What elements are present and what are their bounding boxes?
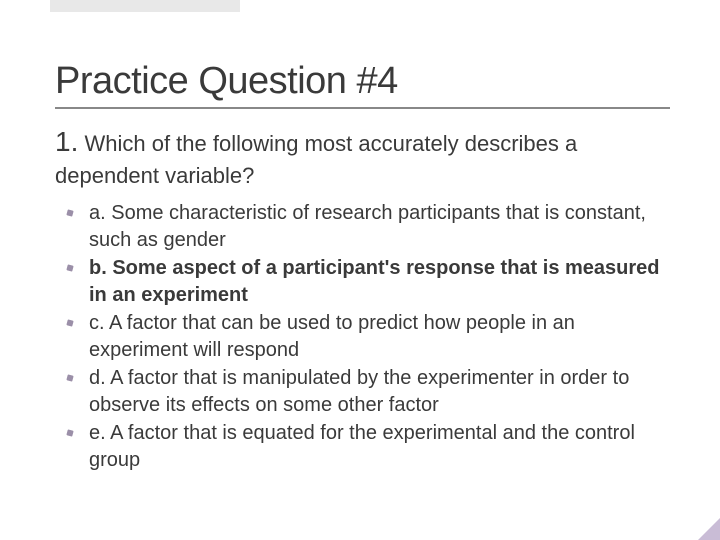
options-list: a. Some characteristic of research parti… [55, 200, 670, 474]
question-number: 1. [55, 126, 78, 157]
question-body: Which of the following most accurately d… [55, 131, 577, 188]
bullet-icon [66, 320, 73, 327]
option-text: A factor that can be used to predict how… [89, 312, 575, 361]
option-d: d. A factor that is manipulated by the e… [89, 365, 670, 419]
slide-title: Practice Question #4 [55, 60, 670, 109]
slide-container: Practice Question #4 1. Which of the fol… [0, 0, 720, 515]
bullet-icon [66, 210, 73, 217]
option-text: Some aspect of a participant's response … [89, 257, 660, 306]
option-text: A factor that is equated for the experim… [89, 422, 635, 471]
option-b: b. Some aspect of a participant's respon… [89, 255, 670, 309]
option-label: e. [89, 422, 106, 444]
top-decoration [50, 0, 240, 12]
question-text: 1. Which of the following most accuratel… [55, 123, 670, 190]
option-label: d. [89, 367, 106, 389]
bullet-icon [66, 430, 73, 437]
option-e: e. A factor that is equated for the expe… [89, 420, 670, 474]
option-label: c. [89, 312, 105, 334]
option-text: Some characteristic of research particip… [89, 202, 646, 251]
option-label: b. [89, 257, 107, 279]
option-text: A factor that is manipulated by the expe… [89, 367, 629, 416]
option-c: c. A factor that can be used to predict … [89, 310, 670, 364]
bullet-icon [66, 375, 73, 382]
option-a: a. Some characteristic of research parti… [89, 200, 670, 254]
bullet-icon [66, 265, 73, 272]
corner-accent-icon [698, 518, 720, 540]
option-label: a. [89, 202, 106, 224]
